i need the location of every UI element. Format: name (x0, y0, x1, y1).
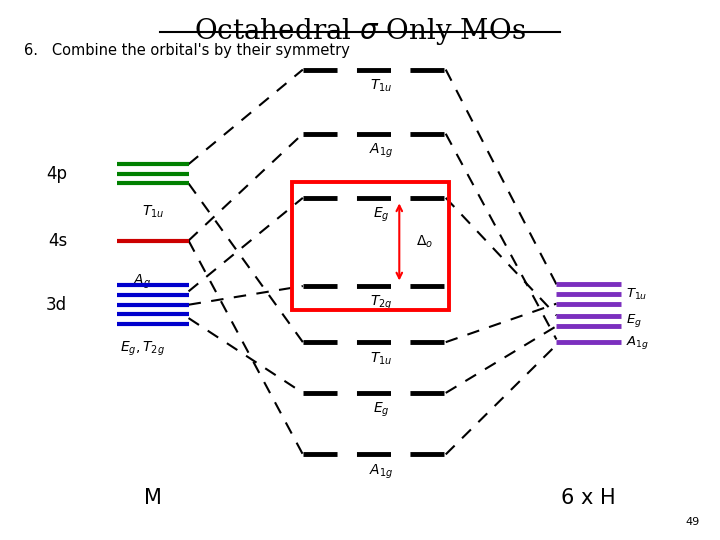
Bar (292, 182, 449, 310)
Text: $A_{1g}$: $A_{1g}$ (626, 334, 649, 350)
Text: 49: 49 (685, 517, 699, 526)
Text: $A_{1g}$: $A_{1g}$ (369, 462, 394, 481)
Text: $T_{2g}$: $T_{2g}$ (370, 294, 392, 312)
Text: $T_{1u}$: $T_{1u}$ (626, 287, 648, 302)
Text: 6.   Combine the orbital's by their symmetry: 6. Combine the orbital's by their symmet… (24, 43, 350, 58)
Text: Octahedral $\sigma$ Only MOs: Octahedral $\sigma$ Only MOs (194, 16, 526, 47)
Text: 3d: 3d (46, 296, 67, 314)
Text: $T_{1u}$: $T_{1u}$ (142, 203, 164, 220)
Text: $A_{1g}$: $A_{1g}$ (369, 141, 394, 160)
Text: $E_g$: $E_g$ (626, 312, 642, 329)
Text: $T_{1u}$: $T_{1u}$ (370, 78, 392, 94)
Text: $E_g,T_{2g}$: $E_g,T_{2g}$ (120, 340, 165, 358)
Text: $A_g$: $A_g$ (133, 273, 151, 291)
Text: $T_{1u}$: $T_{1u}$ (370, 350, 392, 367)
Text: M: M (144, 488, 162, 508)
Text: 4p: 4p (46, 165, 67, 183)
Text: 6 x H: 6 x H (562, 488, 616, 508)
Text: $\Delta_o$: $\Delta_o$ (415, 234, 433, 250)
Text: $E_g$: $E_g$ (373, 401, 390, 419)
Text: 4s: 4s (48, 232, 67, 249)
Text: $E_g$: $E_g$ (373, 206, 390, 224)
